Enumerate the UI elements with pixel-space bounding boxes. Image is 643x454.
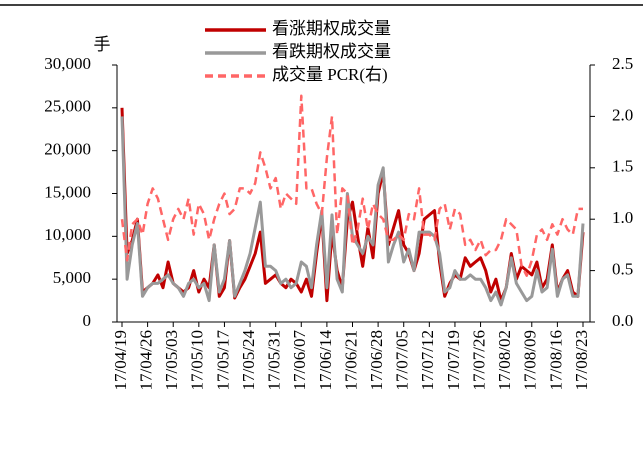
- x-tick-label: 17/06/14: [316, 330, 335, 391]
- x-tick-label: 17/06/21: [341, 330, 360, 390]
- y2-tick-label: 0.0: [612, 311, 633, 330]
- x-tick-label: 17/05/31: [265, 330, 284, 390]
- y2-tick-label: 1.5: [612, 157, 633, 176]
- x-tick-label: 17/08/23: [572, 330, 591, 390]
- x-tick-label: 17/07/19: [444, 330, 463, 390]
- y-tick-label: 25,000: [44, 97, 91, 116]
- x-tick-label: 17/05/24: [239, 330, 258, 391]
- x-tick-label: 17/07/05: [393, 330, 412, 390]
- y-tick-label: 0: [83, 311, 92, 330]
- x-tick-label: 17/04/19: [111, 330, 130, 390]
- series-line: [120, 94, 583, 277]
- x-tick-label: 17/08/16: [546, 330, 565, 390]
- y2-tick-label: 1.0: [612, 208, 633, 227]
- x-tick-label: 17/05/03: [162, 330, 181, 390]
- legend-label: 看涨期权成交量: [272, 19, 391, 38]
- x-tick-label: 17/06/07: [290, 330, 309, 391]
- x-tick-label: 17/05/17: [213, 330, 232, 391]
- y2-tick-label: 2.0: [612, 105, 633, 124]
- x-tick-label: 17/06/28: [367, 330, 386, 390]
- x-tick-label: 17/08/09: [521, 330, 540, 390]
- legend-label: 成交量 PCR(右): [272, 65, 388, 84]
- legend-label: 看跌期权成交量: [272, 42, 391, 61]
- y2-tick-label: 0.5: [612, 260, 633, 279]
- x-tick-label: 17/07/26: [469, 330, 488, 390]
- y-tick-label: 20,000: [44, 140, 91, 159]
- y-tick-label: 30,000: [44, 54, 91, 73]
- x-tick-label: 17/07/12: [418, 330, 437, 390]
- y-unit: 手: [94, 35, 111, 54]
- x-tick-label: 17/05/10: [188, 330, 207, 390]
- x-tick-label: 17/08/02: [495, 330, 514, 390]
- x-tick-label: 17/04/26: [137, 330, 156, 390]
- y-tick-label: 10,000: [44, 225, 91, 244]
- y-tick-label: 15,000: [44, 182, 91, 201]
- y2-tick-label: 2.5: [612, 54, 633, 73]
- y-tick-label: 5,000: [53, 268, 91, 287]
